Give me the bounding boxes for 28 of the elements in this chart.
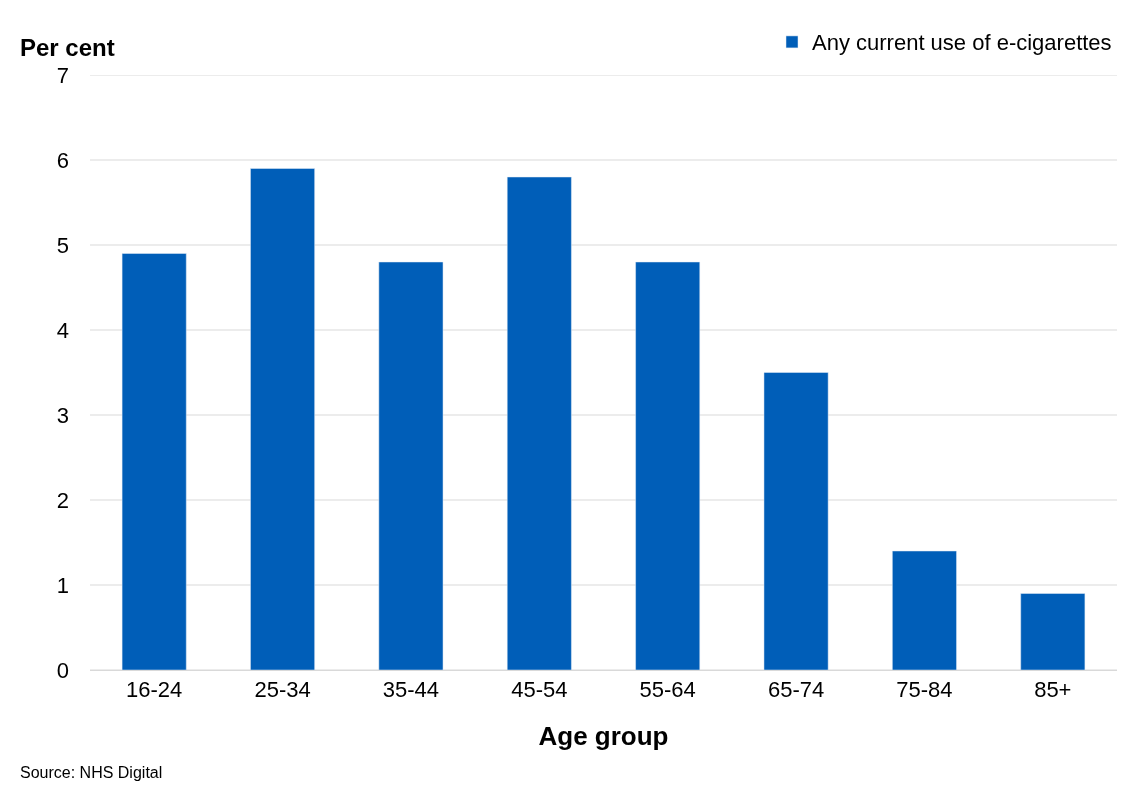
bar	[506, 176, 572, 670]
x-tick-label: 75-84	[896, 677, 953, 703]
x-tick-label: 55-64	[639, 677, 696, 703]
x-tick-label: 85+	[1034, 677, 1072, 703]
y-axis-title: Per cent	[20, 34, 115, 61]
y-tick-label: 5	[56, 232, 69, 258]
x-axis-title: Age group	[538, 721, 669, 752]
bar	[635, 261, 701, 670]
x-tick-label: 65-74	[767, 677, 825, 703]
source-note: Source: NHS Digital	[20, 764, 163, 781]
bar	[121, 253, 187, 670]
y-tick-label: 7	[56, 62, 69, 88]
y-tick-label: 6	[56, 147, 69, 173]
bar	[250, 168, 315, 670]
y-tick-label: 3	[56, 402, 69, 428]
bar	[892, 550, 957, 670]
y-tick-label: 1	[56, 572, 69, 598]
bar	[1020, 593, 1086, 670]
y-tick-label: 0	[56, 657, 69, 683]
y-tick-label: 2	[56, 487, 69, 513]
x-tick-label: 45-54	[511, 677, 568, 703]
legend-label: Any current use of e-cigarettes	[812, 30, 1112, 56]
x-tick-label: 35-44	[382, 677, 440, 703]
x-tick-label: 25-34	[254, 677, 311, 703]
x-tick-label: 16-24	[126, 677, 183, 703]
bar	[763, 372, 829, 670]
bar	[378, 261, 444, 670]
y-tick-label: 4	[56, 317, 69, 343]
